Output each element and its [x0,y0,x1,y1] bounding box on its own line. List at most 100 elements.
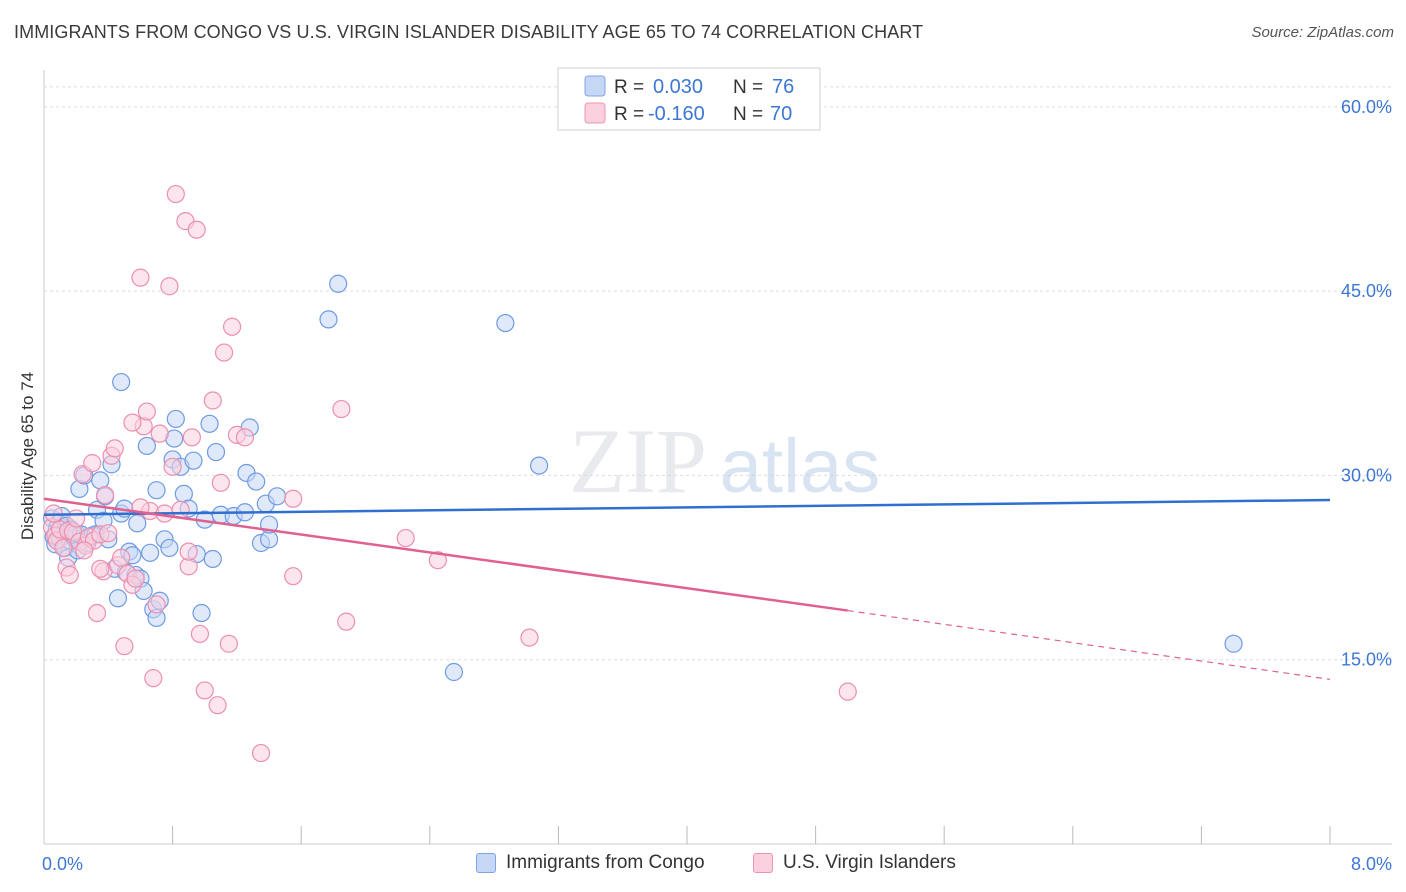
virgin-islanders-point-23 [105,439,124,458]
virgin-islanders-point-61 [428,551,447,570]
virgin-islanders-point-35 [147,595,166,614]
virgin-islanders-point-51 [214,343,234,362]
virgin-islanders-point-44 [182,428,201,447]
congo-point-60 [206,442,226,462]
virgin-islanders-point-50 [211,473,230,492]
virgin-islanders-point-68 [235,428,255,447]
virgin-islanders-point-5 [54,538,73,558]
stats-r-value-1: 0.030 [653,76,703,98]
legend-item-congo: Immigrants from Congo [476,852,705,874]
trend-lines [43,497,1331,680]
congo-point-50 [166,409,185,429]
virgin-islanders-point-15 [83,454,102,473]
legend-swatch-blue [584,75,606,97]
virgin-islanders-point-10 [67,509,86,528]
virgin-islanders-point-67 [179,542,198,561]
virgin-islanders-point-47 [195,681,214,700]
congo-point-75 [530,456,549,475]
grid-lines [44,86,1392,661]
stats-r-label-2: R = [614,104,644,125]
stats-r-value-2: -0.160 [648,103,705,125]
axes [43,70,1392,845]
congo-point-58 [200,414,219,433]
stats-n-value-1: 76 [772,76,794,98]
legend-item-virgin-islanders: U.S. Virgin Islanders [753,852,956,874]
y-tick-label-3: 60.0% [1341,97,1392,117]
legend-label-congo: Immigrants from Congo [506,852,705,873]
virgin-islanders-point-26 [115,637,134,656]
virgin-islanders-point-60 [396,528,415,548]
congo-point-40 [137,436,156,456]
virgin-islanders-point-53 [222,317,242,336]
virgin-islanders-point-34 [144,669,163,688]
virgin-islanders-point-17 [87,603,107,623]
congo-point-70 [267,487,287,506]
virgin-islanders-point-46 [190,624,210,644]
virgin-islanders-point-49 [208,696,227,715]
virgin-islanders-point-36 [150,424,169,443]
congo-point-41 [140,543,160,562]
stats-r-label-1: R = [614,77,644,98]
virgin-islanders-point-21 [99,524,118,543]
virgin-islanders-point-45 [187,220,206,239]
virgin-islanders-point-56 [284,489,303,508]
virgin-islanders-point-63 [838,682,857,701]
bottom-legend: Immigrants from Congo U.S. Virgin Island… [0,852,1406,878]
virgin-islanders-point-62 [520,628,539,647]
legend-swatch-pink [584,102,606,124]
virgin-islanders-point-69 [75,541,94,560]
y-axis-label: Disability Age 65 to 74 [18,372,37,540]
legend-label-virgin-islanders: U.S. Virgin Islanders [783,852,956,873]
congo-point-47 [160,538,179,558]
trend-line-congo [43,498,1331,516]
congo-point-56 [192,603,211,623]
virgin-islanders-point-38 [160,277,179,296]
x-tick-labels: 0.0% 8.0% [42,854,1392,874]
congo-point-66 [247,472,266,491]
y-tick-labels: 15.0% 30.0% 45.0% 60.0% [1341,97,1392,670]
chart-title: IMMIGRANTS FROM CONGO VS U.S. VIRGIN ISL… [14,22,924,42]
virgin-islanders-point-29 [126,569,145,588]
y-tick-label-2: 45.0% [1341,281,1392,301]
stats-n-label-2: N = [733,104,763,125]
trend-line-virgin-islanders [43,497,848,612]
virgin-islanders-point-48 [203,391,222,410]
virgin-islanders-point-65 [123,413,142,432]
virgin-islanders-point-32 [137,402,156,421]
legend-swatch-congo [476,853,496,873]
stats-n-value-2: 70 [770,103,792,125]
congo-point-54 [184,451,203,470]
congo-point-73 [444,662,464,682]
y-tick-label-0: 15.0% [1341,650,1392,670]
congo-point-59 [203,549,222,569]
legend-swatch-virgin-islanders [753,853,773,873]
congo-point-30 [108,589,128,608]
virgin-islanders-point-58 [332,399,351,419]
y-tick-label-1: 30.0% [1341,465,1392,485]
x-tick-label-0: 0.0% [42,854,83,874]
virgin-islanders-point-57 [284,567,303,586]
virgin-islanders-point-52 [219,634,238,653]
congo-point-74 [496,313,515,333]
congo-point-44 [147,481,166,500]
virgin-islanders-point-8 [60,565,79,585]
stats-n-label-1: N = [733,77,763,98]
stats-legend: R = 0.030 N = 76 R = -0.160 N = 70 [557,67,821,131]
trend-line-virgin-islanders-extension [847,609,1331,680]
virgin-islanders-point-64 [91,559,110,578]
congo-point-77 [112,372,131,392]
virgin-islanders-point-40 [166,184,185,204]
virgin-islanders-point-39 [163,457,182,476]
watermark-zip: ZIP [569,410,707,512]
virgin-islanders-point-20 [95,485,115,505]
watermark-atlas: atlas [720,424,881,509]
congo-point-72 [329,274,348,293]
congo-point-76 [1224,634,1243,653]
congo-point-71 [319,310,338,329]
x-tick-label-1: 8.0% [1351,854,1392,874]
source-label: Source: ZipAtlas.com [1251,24,1394,41]
virgin-islanders-point-59 [337,612,356,631]
virgin-islanders-point-25 [112,548,131,567]
virgin-islanders-point-55 [251,743,271,763]
